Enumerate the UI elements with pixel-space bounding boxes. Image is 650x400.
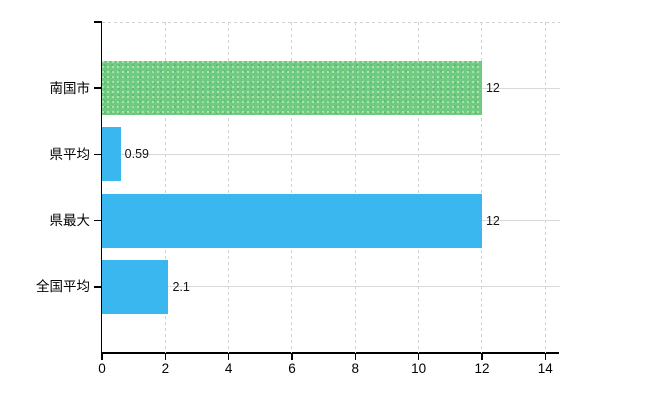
x-tick-label: 14 <box>537 361 553 376</box>
bar <box>102 259 169 314</box>
gridline-vertical <box>481 22 483 353</box>
x-tick-label: 12 <box>474 361 490 376</box>
gridline-horizontal <box>102 153 560 155</box>
gridline-vertical <box>164 22 166 353</box>
bar-value-label: 12 <box>485 81 500 96</box>
category-label: 県最大 <box>49 213 91 229</box>
y-tick <box>94 21 102 23</box>
bar-value-label: 0.59 <box>124 147 150 162</box>
x-axis-line <box>100 352 560 354</box>
x-tick-label: 10 <box>411 361 427 376</box>
x-tick <box>417 353 420 360</box>
x-tick <box>164 353 167 360</box>
bar-value-label: 12 <box>485 213 500 228</box>
x-tick <box>481 353 483 360</box>
bar-value-label: 2.1 <box>172 279 190 294</box>
category-label: 県平均 <box>49 146 91 162</box>
category-label: 南国市 <box>49 80 91 96</box>
x-tick-label: 4 <box>224 361 233 376</box>
x-tick-label: 8 <box>351 361 360 376</box>
gridline-vertical <box>354 22 356 353</box>
gridline-horizontal <box>102 286 560 288</box>
gridline-vertical <box>291 22 293 353</box>
y-axis-line <box>100 21 103 353</box>
x-tick <box>544 353 547 360</box>
gridline-vertical <box>544 22 546 353</box>
category-label: 全国平均 <box>36 279 90 295</box>
gridline-vertical <box>228 22 230 353</box>
gridline-vertical <box>418 22 420 353</box>
x-tick <box>227 353 230 360</box>
y-tick <box>94 87 102 89</box>
gridline-horizontal <box>102 21 560 23</box>
x-tick-label: 6 <box>288 361 296 376</box>
x-tick <box>101 353 103 360</box>
x-tick-label: 2 <box>161 361 170 376</box>
y-tick <box>94 153 102 156</box>
bar <box>102 193 482 248</box>
bar <box>102 61 482 116</box>
y-tick <box>94 219 102 222</box>
y-tick <box>94 286 102 288</box>
x-tick-label: 0 <box>98 361 106 376</box>
x-tick <box>291 353 293 360</box>
x-tick <box>354 353 357 360</box>
bar <box>102 127 121 182</box>
